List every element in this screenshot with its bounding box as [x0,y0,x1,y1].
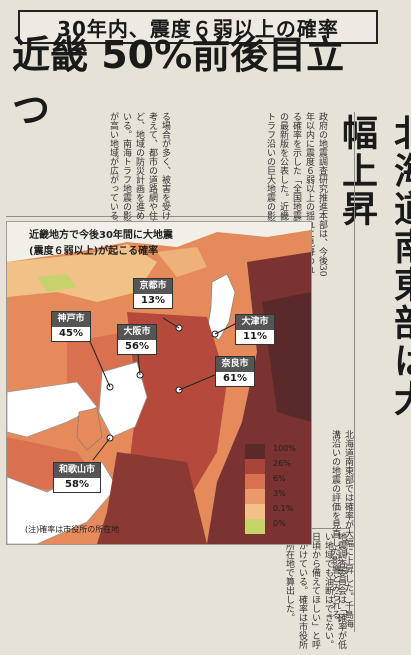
divider [6,216,306,217]
map-legend: 100% 26% 6% 3% 0.1% 0% [245,444,309,536]
city-value: 45% [59,328,83,339]
city-value: 56% [125,341,149,352]
city-value: 61% [223,373,247,384]
legend-label: 26% [273,459,291,468]
legend-label: 100% [273,444,296,453]
city-name: 神戸市 [52,312,90,327]
legend-label: 6% [273,474,286,483]
city-value: 13% [141,295,165,306]
header-band: 30年内、震度６弱以上の確率 [18,10,378,44]
hazard-map: 近畿地方で今後30年間に大地震 (震度６弱以上)が起こる確率 京都市 13% 大… [6,221,312,545]
city-label-otsu: 大津市 11% [235,314,275,345]
legend-swatch [245,519,265,534]
article-column: る場合が多く、被害を受けた際の対策を考えて、都市の道路網や住宅の耐震化など、地域… [108,112,170,274]
map-title-line2: (震度６弱以上)が起こる確率 [29,244,259,260]
city-name: 大阪市 [118,325,156,340]
article-column: 地震調査委員会は「確率が低い地域でも油断はできない。日頃から備えてほしい」と呼び… [284,532,346,649]
city-name: 京都市 [134,279,172,294]
city-value: 58% [65,479,89,490]
city-name: 大津市 [236,315,274,330]
legend-swatch [245,474,265,489]
legend-label: 3% [273,489,286,498]
divider [354,112,355,632]
header-title: 30年内、震度６弱以上の確率 [57,16,339,41]
article-column: 政府の地震調査研究推進本部は、今後30年以内に震度６弱以上の揺れに見舞われる確率… [265,112,327,277]
map-note: (注)確率は市役所の所在地 [25,525,120,534]
legend-label: 0% [273,519,286,528]
map-title-line1: 近畿地方で今後30年間に大地震 [29,230,173,241]
city-label-kyoto: 京都市 13% [133,278,173,309]
legend-swatch [245,444,265,459]
map-title-line2b: が起こる確率 [98,246,159,257]
main-headline: 近畿 50%前後目立つ [12,33,345,132]
city-name: 和歌山市 [54,463,100,478]
city-label-wakayama: 和歌山市 58% [53,462,101,493]
city-value: 11% [243,331,267,342]
legend-swatch [245,489,265,504]
legend-swatch [245,459,265,474]
map-title: 近畿地方で今後30年間に大地震 (震度６弱以上)が起こる確率 [29,228,259,268]
city-name: 奈良市 [216,357,254,372]
vertical-headline: 北海道南東部は大幅上昇 [336,114,411,418]
legend-swatch [245,504,265,519]
map-title-line2a: (震度６弱以上) [29,246,99,257]
legend-label: 0.1% [273,504,294,513]
article-column: 北海道南東部では確率が大幅に上昇した。千島海溝沿いの地震の評価を見直した影響とみ… [330,430,353,628]
city-label-kobe: 神戸市 45% [51,311,91,342]
city-label-nara: 奈良市 61% [215,356,255,387]
city-label-osaka: 大阪市 56% [117,324,157,355]
